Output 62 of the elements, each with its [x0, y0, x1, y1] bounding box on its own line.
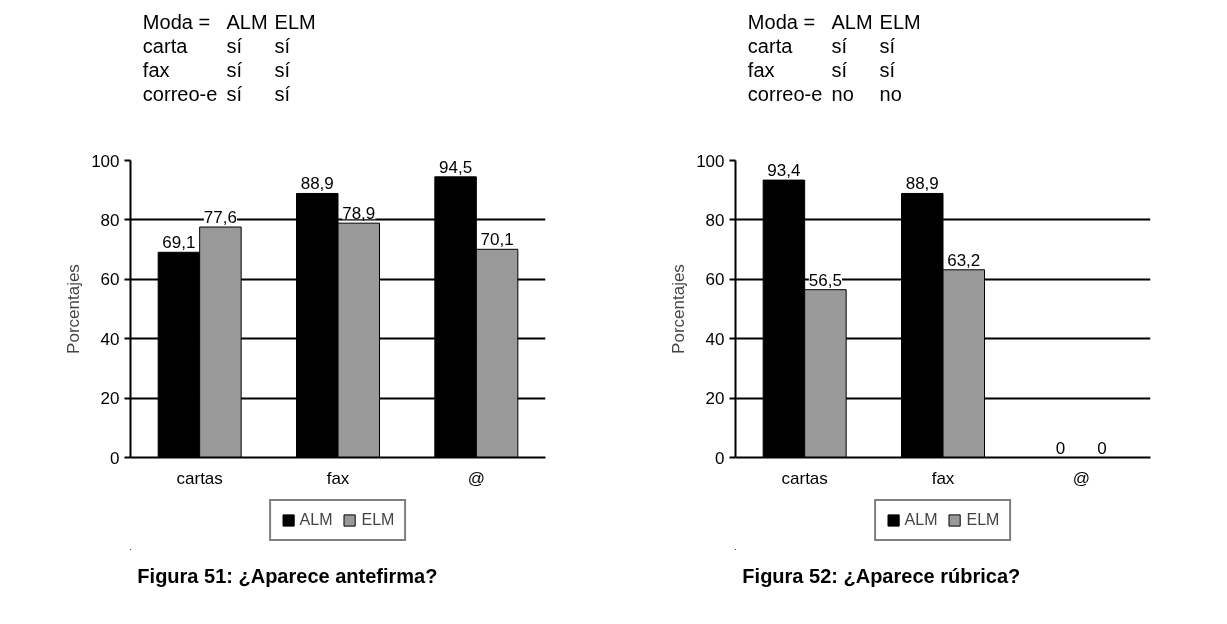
data-label: 88,9: [905, 174, 939, 194]
text: Moda =: [142, 10, 211, 33]
y-tick-label: 20: [100, 389, 120, 409]
data-label: 69,1: [162, 233, 196, 253]
data-label: 56,5: [808, 270, 842, 290]
y-tick-label: 60: [100, 270, 120, 290]
text: ELM: [879, 10, 921, 33]
text: correo-e: [747, 82, 823, 105]
text: fax: [142, 58, 170, 81]
y-tick-label: 100: [696, 151, 725, 171]
legend-label: ALM: [299, 511, 333, 529]
text: no: [879, 82, 902, 105]
x-tick-label: @: [1072, 468, 1090, 488]
text: carta: [747, 34, 794, 57]
text: sí: [274, 58, 291, 81]
x-tick-label: fax: [931, 468, 955, 488]
y-tick-label: 100: [91, 151, 120, 171]
x-tick-label: cartas: [781, 468, 828, 488]
x-tick-label: @: [467, 468, 485, 488]
data-label: 63,2: [947, 250, 981, 270]
y-axis-title: Porcentajes: [669, 264, 689, 354]
legend-label: ALM: [904, 511, 938, 529]
text: sí: [879, 58, 896, 81]
y-tick-label: 40: [705, 329, 725, 349]
text: fax: [747, 58, 775, 81]
text: sí: [226, 58, 243, 81]
text: no: [831, 82, 854, 105]
text: sí: [831, 34, 848, 57]
y-tick-label: 20: [705, 389, 725, 409]
y-tick-label: 80: [100, 210, 120, 230]
y-tick-label: 40: [100, 329, 120, 349]
text: ELM: [274, 10, 316, 33]
text: Figura 51: ¿Aparece antefirma?: [137, 564, 438, 587]
text: ALM: [831, 10, 873, 33]
y-tick-label: 0: [110, 448, 120, 468]
y-axis-title: Porcentajes: [64, 264, 84, 354]
text: sí: [831, 58, 848, 81]
text: sí: [226, 82, 243, 105]
data-label: 88,9: [300, 174, 334, 194]
text: carta: [142, 34, 189, 57]
y-tick-label: 60: [705, 270, 725, 290]
data-label: 78,9: [342, 204, 376, 224]
text: ALM: [226, 10, 268, 33]
data-label: 77,6: [203, 208, 237, 228]
text: sí: [274, 34, 291, 57]
data-label: 93,4: [767, 161, 801, 181]
x-tick-label: fax: [326, 468, 350, 488]
text: Moda =: [747, 10, 816, 33]
data-label: 94,5: [439, 157, 473, 177]
y-tick-label: 80: [705, 210, 725, 230]
text: Figura 52: ¿Aparece rúbrica?: [742, 564, 1021, 587]
legend-label: ELM: [966, 511, 1000, 529]
data-label: 0: [1055, 438, 1066, 458]
text: sí: [274, 82, 291, 105]
legend-label: ELM: [361, 511, 395, 529]
text: sí: [226, 34, 243, 57]
data-label: 0: [1097, 438, 1107, 458]
data-label: 70,1: [480, 230, 514, 250]
text: sí: [879, 34, 896, 57]
y-tick-label: 0: [715, 448, 725, 468]
text: correo-e: [142, 82, 218, 105]
x-tick-label: cartas: [176, 468, 223, 488]
